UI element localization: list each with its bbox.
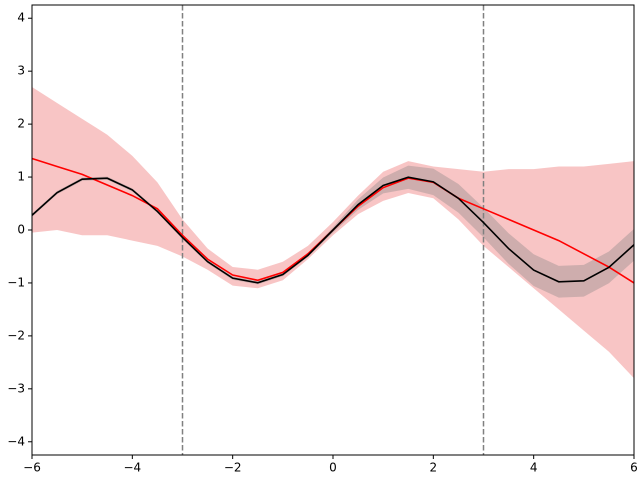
y-tick-label: 0	[17, 223, 25, 237]
x-tick-label: −6	[23, 461, 41, 475]
y-tick-label: 4	[17, 11, 25, 25]
x-tick-label: 4	[530, 461, 538, 475]
y-tick-label: −2	[7, 328, 25, 342]
y-tick-label: −4	[7, 434, 25, 448]
y-tick-label: 3	[17, 64, 25, 78]
x-tick-label: −4	[123, 461, 141, 475]
x-tick-label: 6	[630, 461, 638, 475]
y-tick-label: 1	[17, 170, 25, 184]
y-tick-label: −1	[7, 275, 25, 289]
x-tick-label: 0	[329, 461, 337, 475]
x-tick-label: −2	[224, 461, 242, 475]
y-tick-label: −3	[7, 381, 25, 395]
line	[31, 176, 635, 284]
y-tick-label: 2	[17, 117, 25, 131]
x-tick-label: 2	[430, 461, 438, 475]
band	[32, 165, 634, 298]
band	[32, 87, 634, 379]
